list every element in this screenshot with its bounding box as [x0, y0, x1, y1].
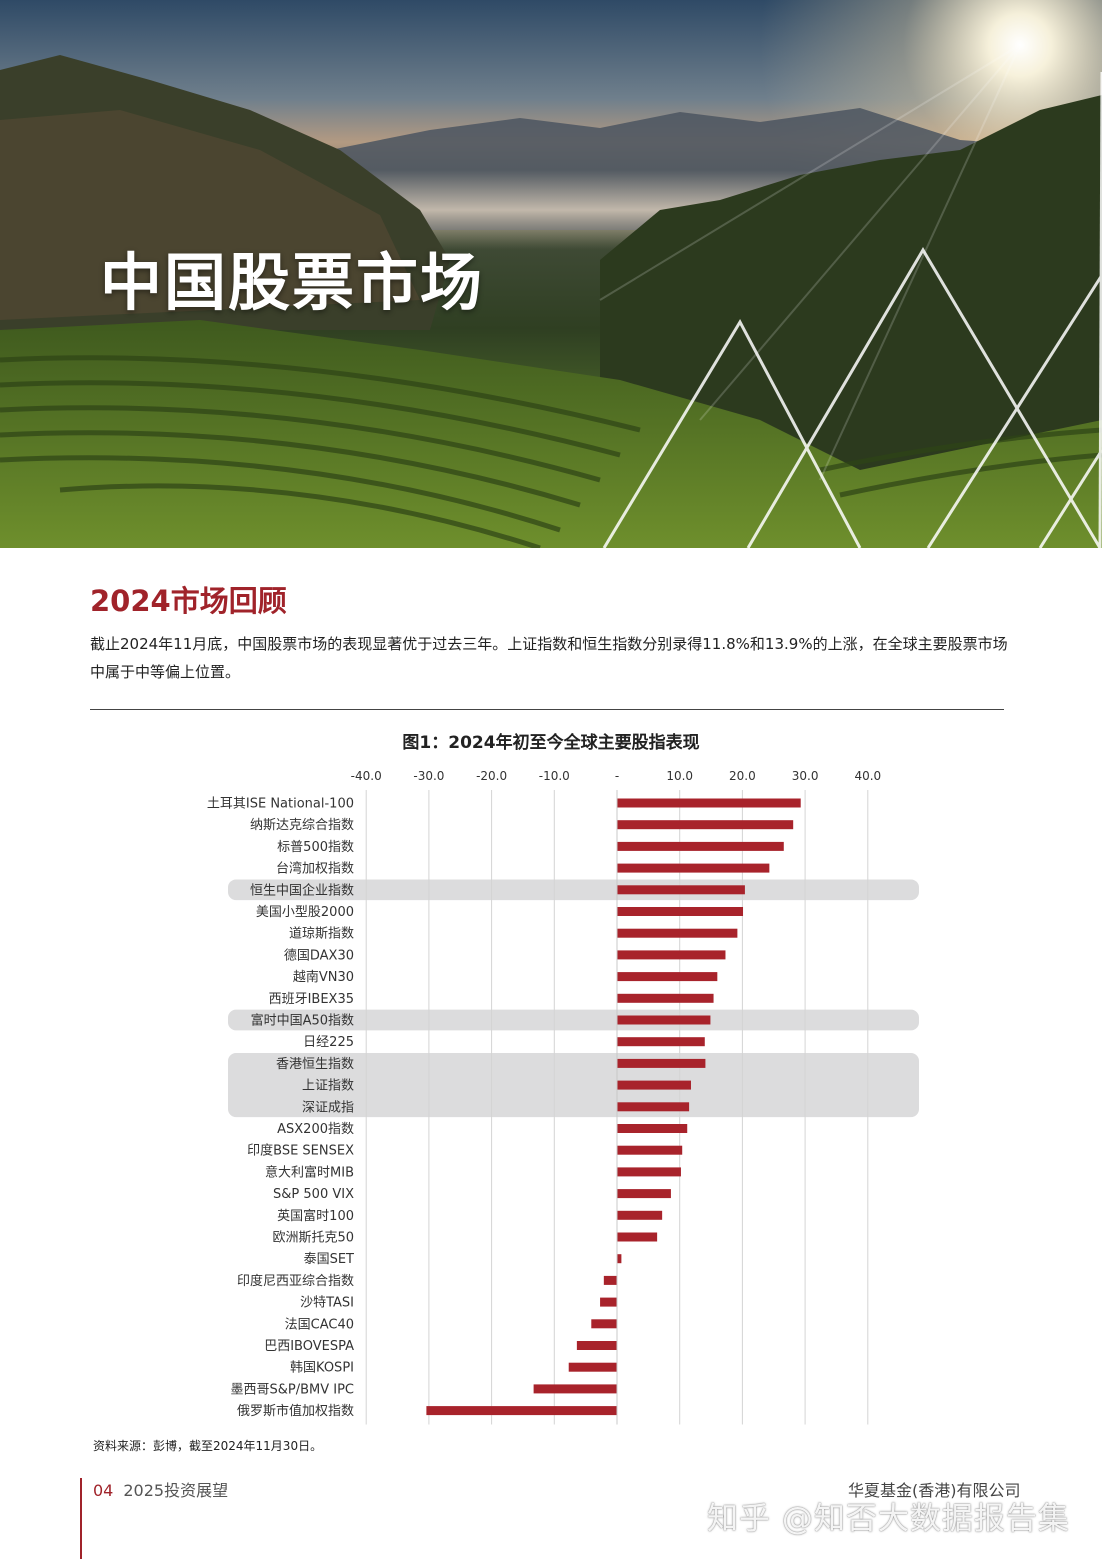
category-label: 道琼斯指数: [289, 927, 354, 942]
bar: [603, 1275, 617, 1285]
hero-banner: 中国股票市场: [0, 0, 1102, 548]
category-label: 恒生中国企业指数: [250, 882, 354, 898]
bar: [576, 1341, 617, 1350]
x-tick-label: -10.0: [539, 769, 570, 783]
category-label: 上证指数: [302, 1079, 354, 1094]
highlight-band: [228, 1009, 919, 1031]
category-label: 印度尼西亚综合指数: [237, 1273, 354, 1289]
bar: [617, 1058, 706, 1068]
chart-title: 图1：2024年初至今全球主要股指表现: [402, 733, 700, 753]
bar: [617, 1210, 663, 1220]
bar: [617, 1102, 690, 1112]
hero-landscape-image: [0, 0, 1102, 548]
category-label: 英国富时100: [277, 1208, 354, 1224]
category-label: 台湾加权指数: [276, 861, 354, 877]
category-label: 欧洲斯托克50: [272, 1231, 354, 1246]
bar: [617, 885, 745, 895]
x-tick-label: -30.0: [413, 769, 444, 783]
category-label: 标普500指数: [277, 840, 354, 855]
page-number: 04: [93, 1481, 114, 1500]
category-label: 日经225: [303, 1035, 354, 1050]
doc-title: 2025投资展望: [123, 1481, 229, 1500]
bar: [617, 1015, 711, 1025]
category-label: 墨西哥S&P/BMV IPC: [230, 1382, 354, 1397]
bar: [600, 1297, 617, 1307]
bar: [617, 950, 726, 960]
bar: [617, 1037, 705, 1047]
footer-accent-bar: [80, 1478, 82, 1559]
bar: [533, 1384, 617, 1394]
highlight-band: [228, 879, 919, 901]
x-tick-label: 20.0: [729, 769, 756, 783]
x-tick-label: -: [615, 769, 619, 783]
category-label: 纳斯达克综合指数: [250, 818, 354, 833]
bar: [426, 1406, 617, 1416]
category-label: 富时中国A50指数: [251, 1013, 354, 1029]
bar: [617, 972, 718, 982]
source-note: 资料来源：彭博，截至2024年11月30日。: [93, 1439, 323, 1453]
bar: [617, 1189, 671, 1199]
bar: [568, 1362, 617, 1372]
category-label: 西班牙IBEX35: [269, 992, 354, 1007]
category-label: 巴西IBOVESPA: [264, 1339, 354, 1354]
category-label: 俄罗斯市值加权指数: [237, 1403, 354, 1419]
category-label: S&P 500 VIX: [273, 1187, 354, 1202]
x-tick-label: 40.0: [854, 769, 881, 783]
category-label: 德国DAX30: [284, 948, 354, 963]
category-label: ASX200指数: [277, 1122, 354, 1137]
bar: [617, 1124, 688, 1133]
category-label: 美国小型股2000: [256, 905, 354, 920]
bar: [617, 1145, 683, 1155]
category-label: 泰国SET: [304, 1252, 354, 1267]
bar: [617, 1232, 658, 1242]
x-tick-label: 10.0: [666, 769, 693, 783]
category-label: 越南VN30: [293, 969, 354, 985]
watermark: 知乎 @知否大数据报告集: [707, 1501, 1070, 1537]
bar: [617, 1167, 681, 1177]
category-label: 印度BSE SENSEX: [247, 1143, 354, 1159]
x-tick-label: 30.0: [792, 769, 819, 783]
index-performance-chart: -40.0 -30.0 -20.0 -10.0-10.0 20.0 30.0 40.0土耳其…: [207, 769, 919, 1425]
category-label: 沙特TASI: [300, 1296, 354, 1311]
category-label: 深证成指: [302, 1100, 354, 1115]
hero-title: 中国股票市场: [100, 246, 485, 319]
bar: [617, 863, 770, 873]
bar: [617, 993, 714, 1003]
footer-left: 04 2025投资展望: [93, 1477, 228, 1501]
x-tick-label: -40.0: [351, 769, 382, 783]
x-tick-label: -20.0: [476, 769, 507, 783]
bar: [617, 1254, 622, 1264]
bar: [617, 1080, 691, 1090]
category-label: 意大利富时MIB: [265, 1164, 354, 1180]
category-label: 韩国KOSPI: [290, 1361, 354, 1376]
category-label: 土耳其ISE National-100: [207, 797, 354, 812]
bar: [617, 798, 801, 808]
category-label: 香港恒生指数: [276, 1057, 354, 1072]
bar: [617, 928, 738, 938]
bar: [617, 907, 744, 916]
section-title: 2024市场回顾: [90, 584, 287, 618]
intro-paragraph: 截止2024年11月底，中国股票市场的表现显著优于过去三年。上证指数和恒生指数分…: [90, 635, 1008, 681]
bar: [617, 841, 784, 851]
category-label: 法国CAC40: [285, 1317, 354, 1332]
bar: [591, 1319, 617, 1329]
divider: [90, 709, 1004, 710]
bar: [617, 820, 794, 830]
company-name: 华夏基金(香港)有限公司: [848, 1481, 1021, 1500]
highlight-band: [228, 1053, 919, 1118]
